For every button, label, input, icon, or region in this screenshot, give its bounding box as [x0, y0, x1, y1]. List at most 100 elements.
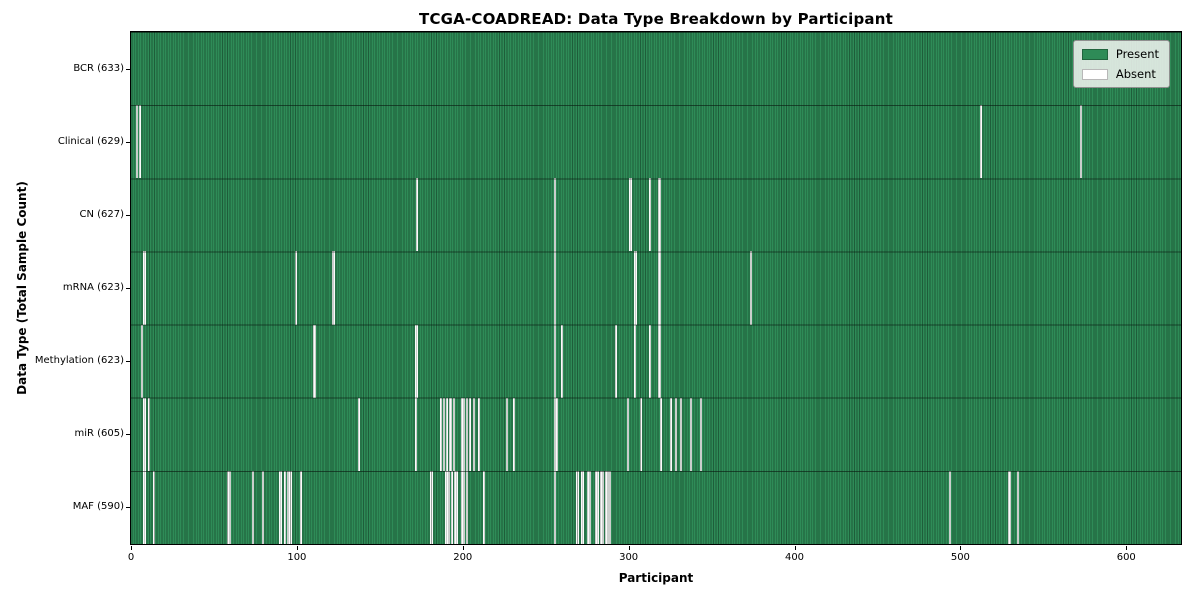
absent-stripe [553, 470, 557, 544]
heatmap-row-methylation [131, 324, 1181, 398]
absent-stripe [456, 470, 459, 544]
xtick-label-0: 0 [127, 552, 135, 563]
xtick-mark [794, 546, 796, 550]
ytick-label-mir: miR (605) [74, 428, 124, 440]
absent-stripe [451, 470, 454, 544]
absent-stripe [252, 470, 255, 544]
ytick-mark [126, 141, 130, 143]
absent-stripe [416, 324, 419, 398]
absent-stripe [283, 470, 286, 544]
absent-stripe [313, 324, 316, 398]
ytick-label-mrna: mRNA (623) [62, 282, 124, 293]
legend-label-absent: Absent [1115, 67, 1156, 81]
absent-stripe [670, 397, 673, 471]
absent-stripe [658, 251, 661, 325]
absent-stripe [626, 397, 630, 471]
absent-stripe [608, 470, 611, 544]
absent-stripe [658, 178, 661, 252]
ytick-mark [126, 214, 130, 216]
xtick-mark [462, 546, 464, 550]
absent-stripe [633, 324, 636, 398]
absent-stripe [1008, 470, 1011, 544]
absent-stripe [948, 470, 951, 544]
absent-stripe [290, 470, 293, 544]
heatmap-row-maf [131, 470, 1181, 544]
absent-stripe [472, 397, 475, 471]
xtick-mark [131, 546, 132, 550]
ytick-mark [126, 507, 130, 509]
absent-stripe [466, 470, 469, 544]
absent-stripe [553, 324, 557, 398]
absent-stripe [555, 397, 558, 471]
absent-stripe [577, 470, 580, 544]
absent-stripe [144, 251, 147, 325]
absent-stripe [699, 397, 702, 471]
absent-stripe [462, 470, 465, 544]
legend-item-present: Present [1081, 47, 1159, 61]
absent-stripe [439, 397, 442, 471]
absent-stripe [140, 324, 143, 398]
absent-stripe [680, 397, 683, 471]
chart-title: TCGA-COADREAD: Data Type Breakdown by Pa… [419, 10, 893, 28]
xtick-mark [960, 546, 962, 550]
absent-stripe [980, 105, 983, 179]
legend-item-absent: Absent [1081, 67, 1159, 81]
absent-stripe [280, 470, 283, 544]
xtick-label-200: 200 [453, 552, 473, 563]
absent-stripe [442, 397, 445, 471]
absent-stripe [648, 324, 651, 398]
x-axis-label: Participant [618, 571, 694, 585]
absent-stripe [477, 397, 480, 471]
absent-stripe [588, 470, 591, 544]
absent-stripe [648, 178, 651, 252]
absent-stripe [660, 397, 663, 471]
ytick-label-bcr: BCR (633) [73, 62, 124, 74]
xtick-label-500: 500 [950, 552, 970, 563]
absent-stripe [553, 178, 557, 252]
heatmap-row-mir [131, 397, 1181, 471]
absent-stripe [615, 324, 618, 398]
xtick-mark [1126, 546, 1128, 550]
absent-stripe [635, 251, 638, 325]
legend-swatch-present [1081, 48, 1108, 60]
absent-stripe [597, 470, 600, 544]
absent-stripe [300, 470, 303, 544]
absent-stripe [582, 470, 585, 544]
absent-stripe [416, 178, 419, 252]
xtick-label-100: 100 [287, 552, 307, 563]
absent-stripe [139, 105, 142, 179]
xtick-label-400: 400 [784, 552, 805, 563]
absent-stripe [414, 397, 417, 471]
absent-stripe [449, 397, 452, 471]
absent-stripe [466, 397, 469, 471]
absent-stripe [658, 324, 661, 398]
xtick-mark [296, 546, 298, 550]
legend-swatch-absent [1081, 68, 1108, 80]
absent-stripe [553, 251, 557, 325]
absent-stripe [447, 470, 450, 544]
absent-stripe [675, 397, 678, 471]
absent-stripe [295, 251, 298, 325]
absent-stripe [602, 470, 605, 544]
absent-stripe [560, 324, 563, 398]
absent-stripe [431, 470, 434, 544]
ytick-mark [126, 361, 130, 363]
absent-stripe [630, 178, 633, 252]
absent-stripe [749, 251, 752, 325]
ytick-mark [126, 288, 130, 289]
absent-stripe [469, 397, 472, 471]
absent-stripe [446, 397, 449, 471]
xtick-mark [628, 546, 630, 550]
plot-area: Present Absent [130, 31, 1182, 545]
xtick-label-300: 300 [619, 552, 639, 563]
heatmap-row-mrna [131, 251, 1181, 325]
absent-stripe [144, 470, 147, 544]
absent-stripe [147, 397, 150, 471]
absent-stripe [135, 105, 139, 179]
absent-stripe [640, 397, 643, 471]
absent-stripe [333, 251, 336, 325]
ytick-label-cn: CN (627) [79, 208, 124, 220]
absent-stripe [505, 397, 508, 471]
absent-stripe [452, 397, 455, 471]
